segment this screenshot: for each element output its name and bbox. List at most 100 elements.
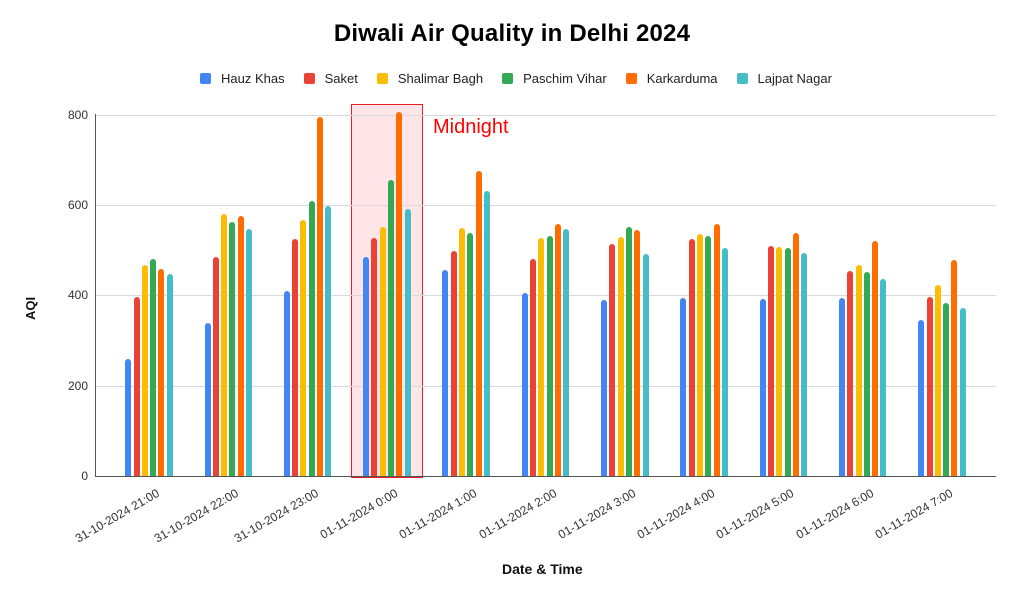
gridline: [95, 295, 996, 296]
bar[interactable]: [721, 247, 728, 476]
bar[interactable]: [237, 216, 244, 476]
bar[interactable]: [634, 230, 641, 476]
bar[interactable]: [246, 228, 253, 476]
bar[interactable]: [680, 297, 687, 476]
legend-swatch-icon: [625, 72, 637, 84]
bar[interactable]: [300, 219, 307, 476]
bar[interactable]: [404, 208, 411, 476]
bar[interactable]: [283, 290, 290, 476]
legend-swatch-icon: [303, 72, 315, 84]
legend-item[interactable]: Karkarduma: [625, 70, 718, 86]
bar[interactable]: [863, 272, 870, 476]
bar[interactable]: [943, 303, 950, 476]
bar[interactable]: [467, 233, 474, 476]
x-tick-label: 01-11-2024 4:00: [634, 486, 718, 542]
legend-item[interactable]: Lajpat Nagar: [736, 70, 832, 86]
legend-label: Lajpat Nagar: [757, 70, 832, 86]
legend-swatch-icon: [502, 72, 514, 84]
bar[interactable]: [838, 297, 845, 476]
bar[interactable]: [483, 191, 490, 476]
bar[interactable]: [450, 250, 457, 476]
bar[interactable]: [554, 223, 561, 476]
x-tick-label: 31-10-2024 21:00: [72, 486, 162, 546]
bar[interactable]: [563, 228, 570, 476]
legend-item[interactable]: Hauz Khas: [200, 71, 285, 86]
bar[interactable]: [221, 214, 228, 476]
y-tick-label: 200: [67, 378, 88, 393]
bar[interactable]: [459, 228, 466, 476]
bar[interactable]: [530, 258, 537, 476]
x-tick-label: 01-11-2024 6:00: [793, 486, 876, 542]
bar[interactable]: [934, 284, 941, 476]
legend-label: Karkarduma: [646, 70, 718, 86]
bar[interactable]: [767, 245, 774, 476]
legend-label: Shalimar Bagh: [397, 70, 484, 86]
bar[interactable]: [363, 256, 370, 476]
bar[interactable]: [801, 253, 808, 476]
legend-item[interactable]: Paschim Vihar: [502, 71, 607, 86]
bar[interactable]: [926, 296, 933, 476]
bar[interactable]: [158, 268, 165, 476]
bar[interactable]: [601, 300, 608, 476]
bar[interactable]: [696, 233, 703, 476]
bar[interactable]: [705, 235, 712, 476]
bar[interactable]: [855, 264, 862, 476]
x-tick-label: 01-11-2024 3:00: [555, 486, 638, 542]
bar[interactable]: [317, 116, 324, 476]
bar[interactable]: [292, 239, 299, 476]
chart-title: Diwali Air Quality in Delhi 2024: [333, 20, 691, 47]
y-tick-label: 0: [81, 469, 88, 483]
bar[interactable]: [642, 253, 649, 476]
bar[interactable]: [150, 258, 157, 476]
bar[interactable]: [371, 237, 378, 476]
y-axis-line: [95, 114, 96, 477]
bar[interactable]: [388, 179, 395, 476]
x-tick-label: 01-11-2024 1:00: [396, 486, 480, 542]
bar[interactable]: [166, 273, 173, 476]
bar[interactable]: [325, 205, 332, 476]
bar[interactable]: [880, 279, 887, 476]
bar[interactable]: [204, 322, 211, 476]
bar[interactable]: [776, 247, 783, 476]
legend-item[interactable]: Saket: [303, 71, 358, 86]
bar[interactable]: [617, 237, 624, 476]
bar[interactable]: [959, 307, 966, 476]
bar[interactable]: [379, 227, 386, 476]
bar[interactable]: [308, 201, 315, 476]
bar[interactable]: [125, 359, 132, 476]
x-tick-label: 31-10-2024 23:00: [231, 486, 321, 546]
bar[interactable]: [609, 244, 616, 476]
bar[interactable]: [538, 237, 545, 476]
x-tick-label: 01-11-2024 5:00: [714, 486, 797, 542]
legend: Hauz Khas Saket Shalimar Bagh Paschim Vihar…: [200, 70, 851, 86]
legend-swatch-icon: [376, 72, 388, 84]
bar[interactable]: [847, 270, 854, 476]
bar[interactable]: [951, 259, 958, 476]
bar[interactable]: [872, 240, 879, 476]
legend-item[interactable]: Shalimar Bagh: [376, 70, 484, 86]
bar[interactable]: [713, 223, 720, 476]
bar[interactable]: [546, 235, 553, 476]
bar[interactable]: [396, 112, 403, 476]
legend-swatch-icon: [736, 72, 748, 84]
y-axis-title: AQI: [23, 296, 38, 320]
bar[interactable]: [229, 221, 236, 476]
midnight-annotation: Midnight: [433, 116, 509, 138]
legend-label: Hauz Khas: [221, 70, 285, 86]
bar[interactable]: [759, 298, 766, 476]
x-tick-label: 01-11-2024 2:00: [476, 486, 559, 542]
bar[interactable]: [133, 296, 140, 476]
bar[interactable]: [625, 227, 632, 476]
bar[interactable]: [688, 239, 695, 476]
gridline: [95, 386, 996, 387]
bar[interactable]: [918, 319, 925, 476]
bar[interactable]: [442, 270, 449, 476]
bar[interactable]: [792, 232, 799, 476]
midnight-highlight-box: [351, 104, 423, 478]
bar[interactable]: [521, 293, 528, 476]
bar[interactable]: [784, 247, 791, 476]
bar[interactable]: [475, 170, 482, 476]
bar[interactable]: [212, 256, 219, 476]
bar[interactable]: [141, 265, 148, 476]
